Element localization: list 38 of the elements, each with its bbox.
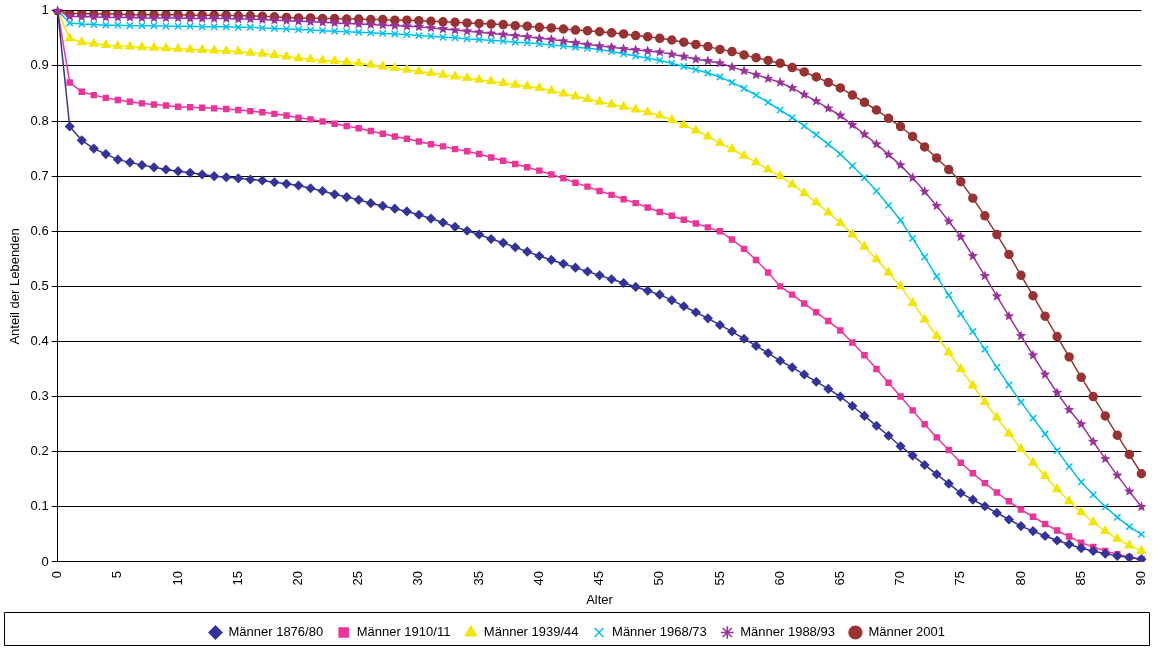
x-tick-label: 15: [229, 570, 245, 586]
y-tick-label: 0.9: [30, 57, 49, 73]
x-tick-label: 90: [1132, 570, 1148, 586]
x-tick-label: 35: [470, 570, 486, 586]
x-tick-label: 10: [169, 570, 185, 586]
y-tick-label: 0.1: [30, 498, 49, 514]
x-axis-title: Alter: [586, 591, 614, 607]
legend-label: Männer 1910/11: [356, 624, 451, 640]
x-tick-label: 40: [530, 570, 546, 586]
x-tick-label: 70: [892, 570, 908, 586]
legend-label: Männer 1876/80: [228, 624, 324, 640]
x-tick-label: 20: [290, 570, 306, 586]
legend-label: Männer 1968/73: [612, 624, 707, 640]
y-tick-label: 0.6: [30, 222, 49, 238]
x-tick-label: 50: [651, 570, 667, 586]
y-tick-label: 0.5: [30, 277, 49, 293]
x-tick-label: 5: [109, 570, 125, 579]
x-tick-label: 0: [49, 570, 65, 579]
x-tick-label: 75: [952, 570, 968, 586]
x-tick-label: 45: [591, 570, 607, 586]
x-tick-label: 65: [831, 570, 847, 586]
x-tick-label: 85: [1072, 570, 1088, 586]
x-tick-label: 30: [410, 570, 426, 586]
x-tick-label: 25: [350, 570, 366, 586]
y-tick-label: 0.3: [30, 388, 49, 404]
y-tick-label: 1: [41, 2, 49, 18]
y-tick-label: 0: [41, 553, 49, 569]
y-tick-label: 0.4: [30, 333, 49, 349]
legend-label: Männer 2001: [868, 624, 946, 640]
y-axis-title: Anteil der Lebenden: [7, 228, 23, 345]
legend-label: Männer 1988/93: [740, 624, 835, 640]
y-tick-label: 0.2: [30, 443, 49, 459]
x-tick-label: 55: [711, 570, 727, 586]
y-tick-label: 0.8: [30, 112, 49, 128]
x-tick-label: 80: [1012, 570, 1028, 586]
legend-label: Männer 1939/44: [483, 624, 579, 640]
y-tick-label: 0.7: [30, 167, 49, 183]
x-tick-label: 60: [771, 570, 787, 586]
